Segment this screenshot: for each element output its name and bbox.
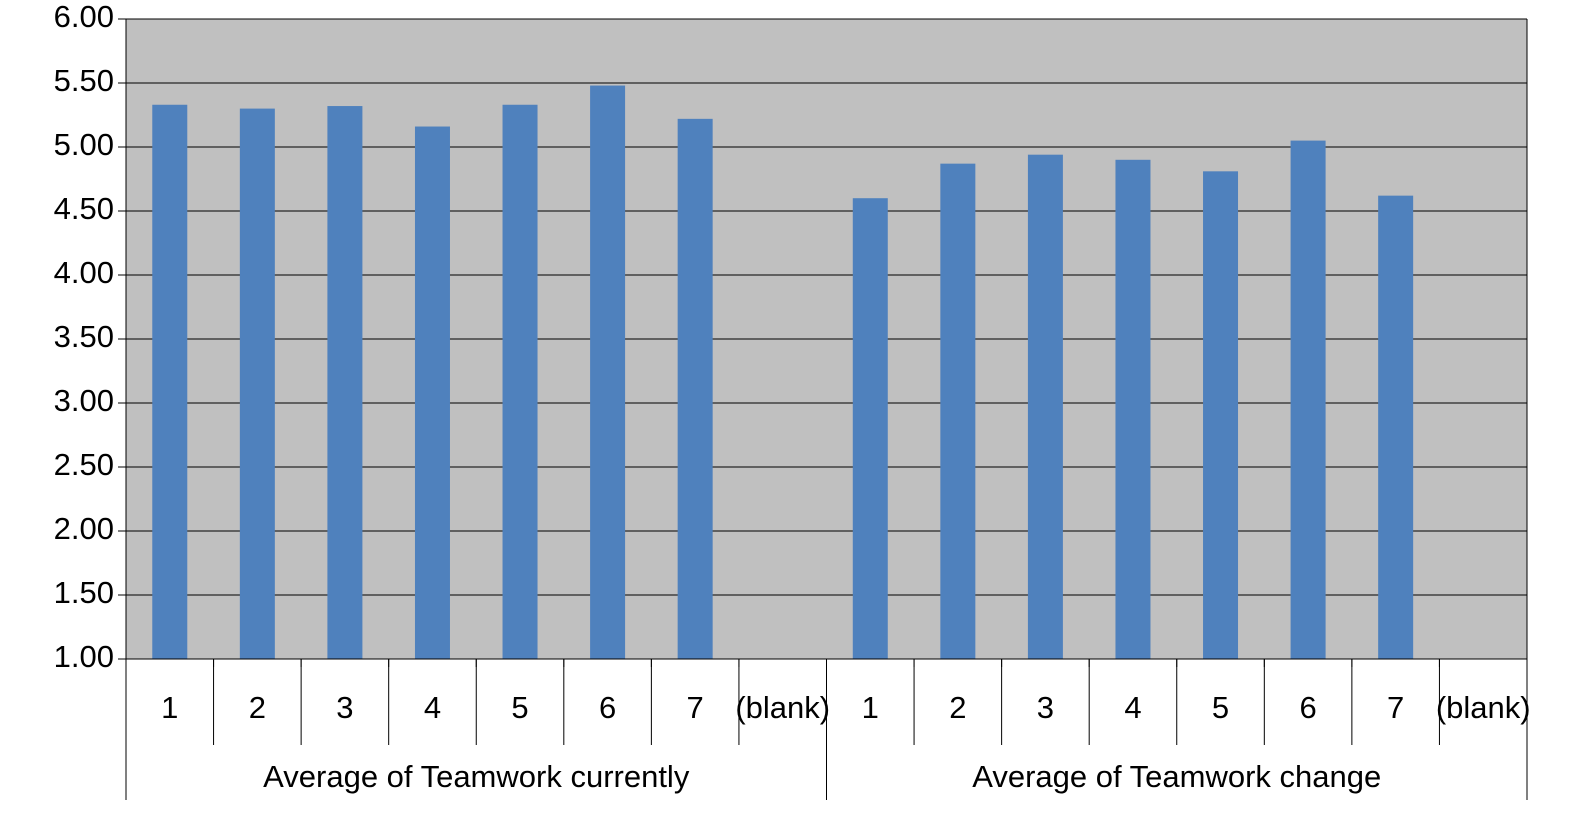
y-tick-label: 1.50 <box>54 575 114 610</box>
bar <box>1115 159 1151 660</box>
y-tick-label: 4.50 <box>54 191 114 226</box>
x-tick-label: 3 <box>336 690 353 725</box>
group-label: Average of Teamwork change <box>972 759 1381 794</box>
x-tick-label: 6 <box>599 690 616 725</box>
x-tick-label: 3 <box>1037 690 1054 725</box>
y-tick-label: 3.50 <box>54 319 114 354</box>
bar <box>152 104 188 659</box>
x-tick-label: 6 <box>1299 690 1316 725</box>
x-tick-label: 1 <box>862 690 879 725</box>
y-tick-label: 2.50 <box>54 447 114 482</box>
x-tick-label: 4 <box>1124 690 1141 725</box>
x-tick-label: 2 <box>949 690 966 725</box>
bar <box>414 126 450 659</box>
y-tick-label: 4.00 <box>54 255 114 290</box>
x-tick-label: 7 <box>687 690 704 725</box>
bar <box>327 106 363 660</box>
y-tick-label: 3.00 <box>54 383 114 418</box>
bar <box>677 118 713 660</box>
x-tick-label: 2 <box>249 690 266 725</box>
y-tick-label: 5.50 <box>54 63 114 98</box>
x-tick-label: (blank) <box>1436 690 1531 725</box>
x-tick-label: (blank) <box>735 690 830 725</box>
bar <box>239 108 275 660</box>
bar <box>1290 140 1326 660</box>
x-tick-label: 1 <box>161 690 178 725</box>
y-tick-label: 6.00 <box>54 0 114 34</box>
y-tick-label: 1.00 <box>54 639 114 674</box>
bar <box>590 85 626 659</box>
bar <box>940 163 976 659</box>
bar <box>852 198 888 659</box>
x-tick-label: 5 <box>511 690 528 725</box>
bar <box>1027 154 1063 659</box>
x-tick-label: 7 <box>1387 690 1404 725</box>
group-label: Average of Teamwork currently <box>263 759 690 794</box>
bar <box>502 104 538 659</box>
x-tick-label: 4 <box>424 690 441 725</box>
y-tick-label: 2.00 <box>54 511 114 546</box>
y-tick-label: 5.00 <box>54 127 114 162</box>
bar <box>1378 195 1414 659</box>
bar <box>1203 171 1239 659</box>
x-tick-label: 5 <box>1212 690 1229 725</box>
